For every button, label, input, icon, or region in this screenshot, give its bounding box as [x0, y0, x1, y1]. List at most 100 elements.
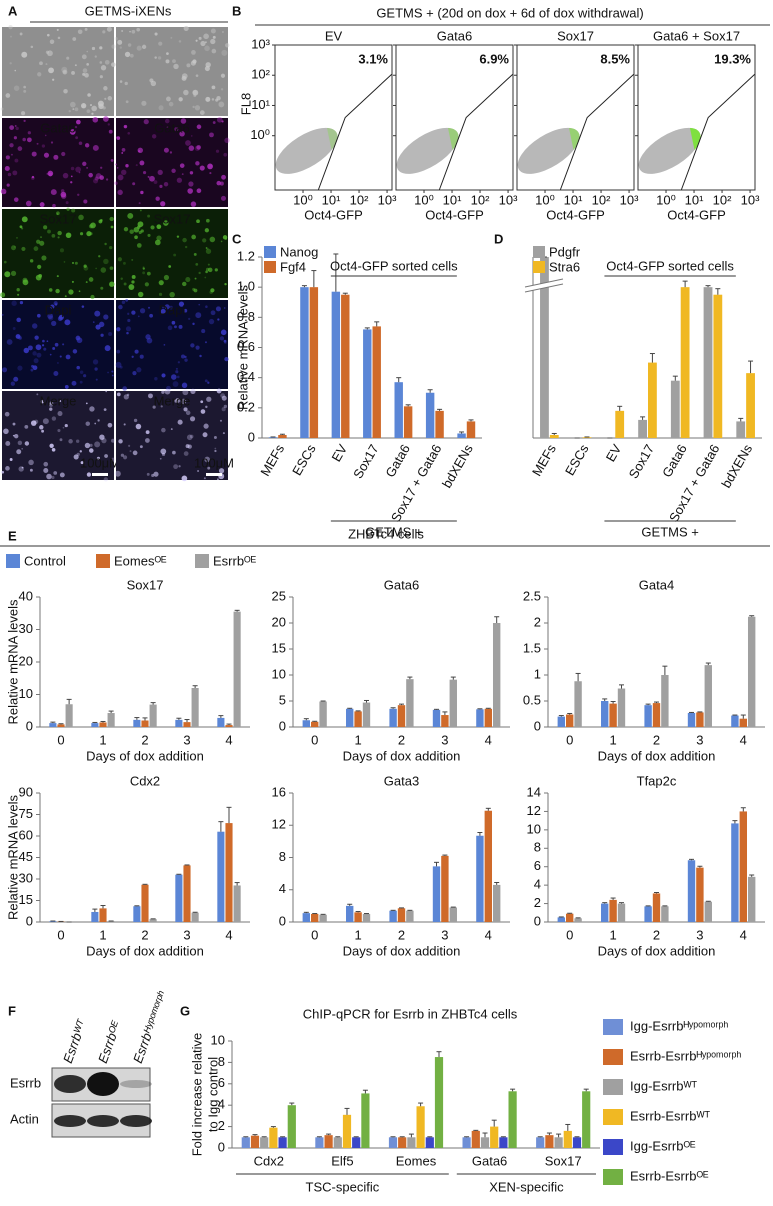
micrograph-texture	[95, 267, 97, 270]
micrograph-texture	[137, 315, 140, 318]
micrograph-texture	[64, 319, 71, 326]
micrograph-texture	[46, 172, 49, 175]
micrograph-texture	[156, 224, 162, 230]
micrograph-texture	[221, 407, 226, 412]
micrograph-texture	[54, 303, 58, 306]
micrograph-texture	[68, 439, 73, 444]
micrograph-texture	[168, 265, 172, 268]
micrograph-texture	[70, 166, 75, 171]
bar	[449, 679, 457, 727]
x-axis-label: Oct4-GFP	[667, 207, 726, 222]
micrograph-texture	[110, 159, 114, 162]
micrograph-texture	[92, 359, 99, 365]
micrograph-texture	[124, 81, 128, 86]
micrograph-texture	[99, 175, 104, 180]
micrograph-texture	[57, 230, 62, 236]
y-tick-label: 75	[19, 806, 33, 821]
micrograph-texture	[18, 336, 22, 340]
micrograph-texture	[210, 28, 216, 34]
micrograph-texture	[173, 464, 179, 470]
micrograph-texture	[12, 170, 18, 176]
micrograph-texture	[37, 72, 42, 77]
micrograph-texture	[164, 388, 171, 395]
micrograph-texture	[214, 447, 217, 450]
micrograph-texture	[220, 195, 226, 201]
legend-swatch	[603, 1019, 623, 1035]
micrograph-texture	[204, 228, 210, 233]
micrograph-texture	[197, 470, 200, 473]
micrograph-texture	[51, 475, 55, 480]
micrograph-texture	[17, 440, 23, 446]
micrograph-texture	[31, 151, 37, 157]
micrograph-texture	[149, 313, 154, 318]
bar	[278, 434, 287, 438]
micrograph-texture	[24, 441, 30, 446]
micrograph-texture	[204, 66, 210, 72]
micrograph-texture	[163, 147, 169, 153]
micrograph-texture	[23, 85, 26, 89]
micrograph-texture	[88, 172, 93, 178]
micrograph-texture	[53, 471, 58, 475]
micrograph-texture	[188, 317, 191, 320]
y-tick-label: 30	[19, 621, 33, 636]
plot-frame	[274, 44, 393, 191]
micrograph-texture	[135, 423, 142, 430]
micrograph-texture	[25, 200, 32, 207]
micrograph-texture	[21, 216, 28, 223]
micrograph-texture	[1, 313, 4, 316]
micrograph-texture	[30, 368, 34, 372]
micrograph-texture	[188, 181, 194, 187]
micrograph-texture	[58, 400, 62, 403]
micrograph-texture	[182, 389, 189, 396]
micrograph-texture	[29, 259, 34, 263]
micrograph-texture	[203, 33, 209, 40]
bar	[250, 1135, 260, 1148]
x-axis-label: Days of dox addition	[86, 943, 204, 958]
micrograph-texture	[165, 385, 171, 391]
micrograph-texture	[189, 416, 196, 422]
bar	[352, 1137, 361, 1148]
micrograph-texture	[13, 376, 19, 382]
micrograph-texture	[137, 147, 144, 153]
micrograph-texture	[191, 234, 196, 240]
micrograph-texture	[32, 323, 38, 329]
scale-bar-label: 100μM	[194, 455, 234, 470]
legend-label: Fgf4	[280, 259, 306, 274]
micrograph-texture	[131, 355, 134, 358]
bar	[425, 392, 435, 438]
micrograph-texture	[205, 267, 210, 272]
legend-label: Pdgfr	[549, 244, 581, 259]
bar	[107, 713, 115, 727]
micrograph-texture	[71, 280, 74, 283]
micrograph-texture	[204, 41, 207, 44]
bar	[687, 860, 696, 922]
micrograph-texture	[51, 233, 56, 238]
micrograph-texture	[43, 467, 49, 473]
micrograph-texture	[162, 306, 164, 309]
micrograph-texture	[81, 54, 87, 60]
y-tick-label: 1	[534, 666, 541, 681]
micrograph-texture	[44, 134, 47, 137]
legend-label: Esrrbᴼᴱ	[213, 553, 257, 568]
micrograph-texture	[152, 405, 156, 409]
micrograph-texture	[176, 235, 180, 238]
legend-swatch	[264, 261, 276, 273]
micrograph-texture	[174, 398, 179, 403]
bar	[476, 709, 484, 727]
micrograph-texture	[195, 312, 202, 319]
y-tick-label: 4	[534, 877, 541, 892]
micrograph-texture	[217, 318, 220, 321]
micrograph-texture	[191, 50, 196, 55]
micrograph-texture	[196, 145, 201, 150]
bar	[601, 903, 609, 922]
x-tick-label: 2	[653, 927, 660, 942]
bar	[582, 437, 592, 438]
micrograph-texture	[109, 216, 114, 222]
x-tick-label: 10³	[378, 192, 397, 207]
micrograph-texture	[60, 189, 65, 193]
scale-bar-label: 100μM	[80, 455, 120, 470]
micrograph-texture	[99, 46, 103, 50]
bar	[319, 914, 327, 922]
micrograph-texture	[177, 419, 183, 425]
legend-swatch	[533, 261, 545, 273]
